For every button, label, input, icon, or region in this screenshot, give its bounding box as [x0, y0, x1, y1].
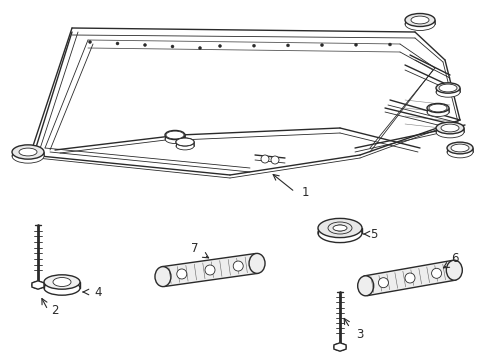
Ellipse shape	[410, 16, 428, 24]
Ellipse shape	[155, 267, 171, 287]
Ellipse shape	[333, 343, 346, 351]
Ellipse shape	[19, 148, 37, 156]
Text: 6: 6	[450, 252, 458, 265]
Ellipse shape	[32, 282, 44, 288]
Circle shape	[116, 42, 119, 45]
Ellipse shape	[404, 14, 434, 27]
Ellipse shape	[450, 144, 468, 152]
Ellipse shape	[176, 142, 194, 150]
Polygon shape	[161, 253, 258, 287]
Circle shape	[177, 269, 186, 279]
Circle shape	[171, 45, 174, 48]
Ellipse shape	[317, 224, 361, 243]
Text: 7: 7	[191, 242, 198, 255]
Ellipse shape	[164, 130, 184, 140]
Circle shape	[378, 278, 387, 288]
Circle shape	[286, 44, 289, 47]
Ellipse shape	[12, 149, 44, 163]
Ellipse shape	[44, 275, 80, 289]
Circle shape	[431, 268, 441, 278]
Text: 4: 4	[94, 285, 102, 298]
Circle shape	[204, 265, 215, 275]
Circle shape	[252, 44, 255, 47]
Ellipse shape	[44, 281, 80, 295]
Circle shape	[88, 41, 91, 44]
Ellipse shape	[176, 138, 194, 146]
Circle shape	[404, 273, 414, 283]
Ellipse shape	[165, 131, 183, 139]
Ellipse shape	[440, 124, 458, 132]
Ellipse shape	[164, 134, 184, 144]
Circle shape	[261, 155, 268, 163]
Ellipse shape	[435, 126, 463, 138]
Ellipse shape	[435, 83, 459, 93]
Ellipse shape	[332, 225, 346, 231]
Ellipse shape	[357, 276, 373, 296]
Ellipse shape	[435, 122, 463, 134]
Ellipse shape	[438, 84, 456, 92]
Polygon shape	[333, 343, 346, 351]
Ellipse shape	[428, 104, 446, 112]
Circle shape	[198, 46, 201, 50]
Ellipse shape	[53, 278, 71, 287]
Ellipse shape	[12, 145, 44, 159]
Text: 5: 5	[369, 228, 377, 240]
Circle shape	[320, 44, 323, 46]
Ellipse shape	[446, 146, 472, 158]
Ellipse shape	[317, 219, 361, 238]
Ellipse shape	[446, 260, 461, 280]
Text: 2: 2	[51, 303, 59, 316]
Circle shape	[387, 43, 391, 46]
Ellipse shape	[404, 18, 434, 31]
Circle shape	[270, 156, 279, 164]
Text: 1: 1	[301, 185, 308, 198]
Ellipse shape	[435, 87, 459, 97]
Circle shape	[354, 43, 357, 46]
Ellipse shape	[176, 138, 194, 146]
Ellipse shape	[426, 103, 448, 113]
Polygon shape	[32, 281, 44, 289]
Ellipse shape	[446, 142, 472, 154]
Circle shape	[143, 44, 146, 46]
Polygon shape	[363, 260, 455, 296]
Text: 3: 3	[356, 328, 363, 342]
Circle shape	[218, 45, 221, 48]
Circle shape	[233, 261, 243, 271]
Ellipse shape	[426, 107, 448, 117]
Ellipse shape	[248, 253, 264, 273]
